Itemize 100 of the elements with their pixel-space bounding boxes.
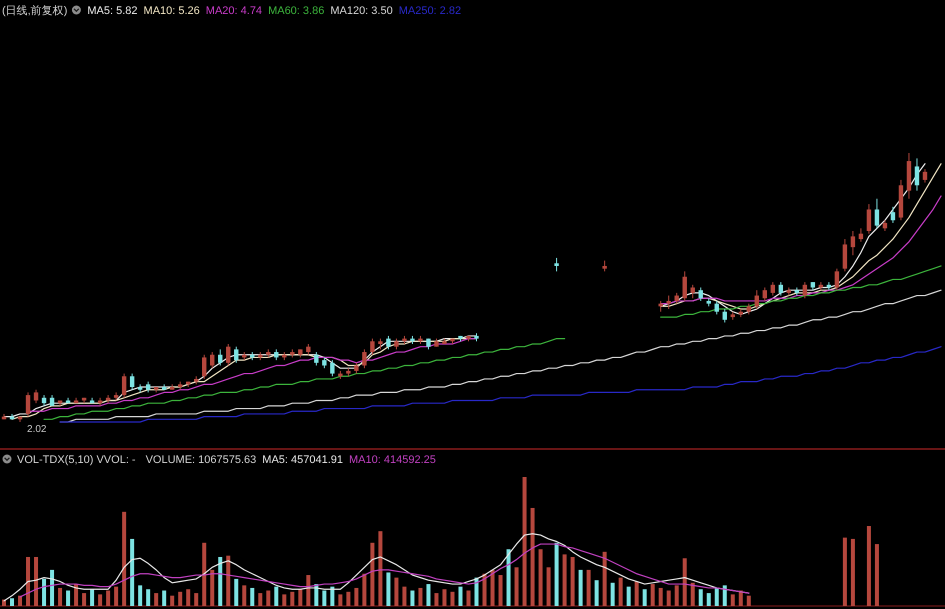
- bar: [82, 593, 86, 606]
- bar: [426, 584, 430, 606]
- candlestick: [322, 356, 327, 369]
- bar: [842, 538, 847, 606]
- bar: [410, 590, 414, 606]
- bar: [266, 590, 270, 606]
- bar: [530, 508, 535, 606]
- candlestick: [866, 204, 872, 234]
- bar: [498, 575, 503, 606]
- series-name: MA60: 3.86: [268, 5, 324, 17]
- bar: [338, 594, 342, 606]
- bar: [650, 584, 655, 606]
- candlestick: [26, 392, 30, 418]
- candlestick: [362, 348, 367, 369]
- bar: [466, 590, 470, 606]
- bar: [442, 589, 446, 606]
- bar: [618, 578, 623, 606]
- bar: [26, 556, 30, 606]
- bar: [90, 589, 94, 606]
- bar: [258, 593, 262, 606]
- bar: [474, 578, 479, 606]
- candlestick: [226, 343, 230, 366]
- bar: [738, 590, 743, 606]
- bar: [34, 556, 38, 606]
- bar: [746, 596, 751, 606]
- bar: [634, 581, 639, 606]
- candlestick: [386, 335, 391, 350]
- bar: [154, 593, 158, 606]
- bar: [722, 585, 727, 606]
- bar: [866, 526, 871, 606]
- bar: [642, 589, 647, 606]
- subtitle: VOLUME: 1067575.63: [146, 454, 256, 466]
- candlestick: [202, 354, 206, 380]
- bar: [130, 538, 134, 606]
- candlestick: [122, 373, 126, 398]
- candlestick: [146, 381, 150, 393]
- candlestick: [714, 300, 719, 315]
- annotation: 2.02: [27, 424, 46, 435]
- bar: [730, 594, 735, 606]
- bar: [178, 592, 182, 606]
- bar: [298, 589, 302, 606]
- candlestick: [602, 260, 607, 272]
- candlestick: [778, 282, 784, 296]
- bar: [330, 586, 334, 606]
- bar: [570, 556, 575, 606]
- candlestick: [762, 287, 768, 302]
- bar: [218, 556, 222, 606]
- candlestick: [674, 292, 679, 304]
- candlestick: [802, 282, 808, 299]
- bar: [186, 589, 190, 606]
- bar: [602, 552, 607, 606]
- bar: [18, 596, 22, 606]
- bar: [274, 586, 278, 606]
- candlestick: [394, 338, 399, 350]
- title: VOL-TDX(5,10) VVOL: -: [17, 454, 136, 466]
- bar: [346, 592, 350, 606]
- candlestick: [914, 158, 920, 192]
- title: (日线,前复权): [2, 5, 68, 17]
- bar: [98, 594, 102, 606]
- bar: [210, 570, 214, 606]
- bar: [386, 572, 390, 606]
- bar: [362, 574, 366, 606]
- bar: [66, 590, 70, 606]
- bar: [706, 593, 711, 606]
- bar: [450, 592, 454, 606]
- candlestick: [882, 220, 888, 232]
- bar: [50, 570, 54, 606]
- candlestick: [754, 290, 760, 310]
- bar: [514, 567, 519, 606]
- candlestick: [698, 287, 703, 302]
- candlestick: [682, 270, 687, 302]
- candlestick: [378, 338, 383, 350]
- bar: [666, 590, 671, 606]
- series-name: MA120: 3.50: [330, 5, 393, 17]
- bar: [698, 589, 703, 606]
- bar: [162, 590, 166, 606]
- candlestick: [890, 206, 896, 224]
- series-name: MA250: 2.82: [398, 5, 462, 17]
- candlestick: [746, 303, 751, 315]
- candlestick: [722, 308, 727, 323]
- bar: [562, 554, 567, 606]
- bar: [74, 584, 78, 606]
- candlestick: [770, 282, 776, 296]
- bar: [874, 544, 879, 606]
- bar: [538, 549, 543, 606]
- bar: [682, 558, 687, 606]
- bar: [282, 594, 286, 606]
- bar: [194, 593, 198, 606]
- bar: [306, 575, 310, 606]
- bar: [290, 592, 294, 606]
- bar: [578, 570, 583, 606]
- candlestick: [874, 198, 880, 229]
- candlestick: [50, 394, 54, 406]
- candlestick: [210, 352, 214, 369]
- candlestick: [234, 346, 238, 364]
- series-name: MA10: 414592.25: [349, 454, 436, 466]
- bar: [354, 588, 358, 606]
- candlestick: [834, 268, 840, 291]
- bar: [626, 586, 631, 606]
- bar: [434, 593, 438, 606]
